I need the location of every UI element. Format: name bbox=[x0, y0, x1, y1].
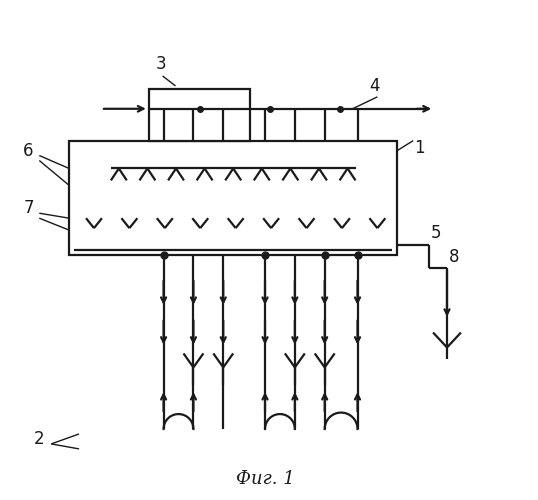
Bar bbox=[69, 140, 397, 255]
Text: 8: 8 bbox=[449, 248, 459, 266]
Text: 2: 2 bbox=[33, 430, 44, 448]
Text: Фиг. 1: Фиг. 1 bbox=[236, 470, 294, 488]
Text: 5: 5 bbox=[431, 224, 442, 242]
Text: 1: 1 bbox=[414, 138, 425, 156]
Text: 6: 6 bbox=[23, 142, 34, 160]
Text: 4: 4 bbox=[370, 77, 380, 95]
Text: 7: 7 bbox=[23, 199, 34, 217]
Bar bbox=[148, 89, 250, 141]
Text: 3: 3 bbox=[155, 55, 166, 73]
